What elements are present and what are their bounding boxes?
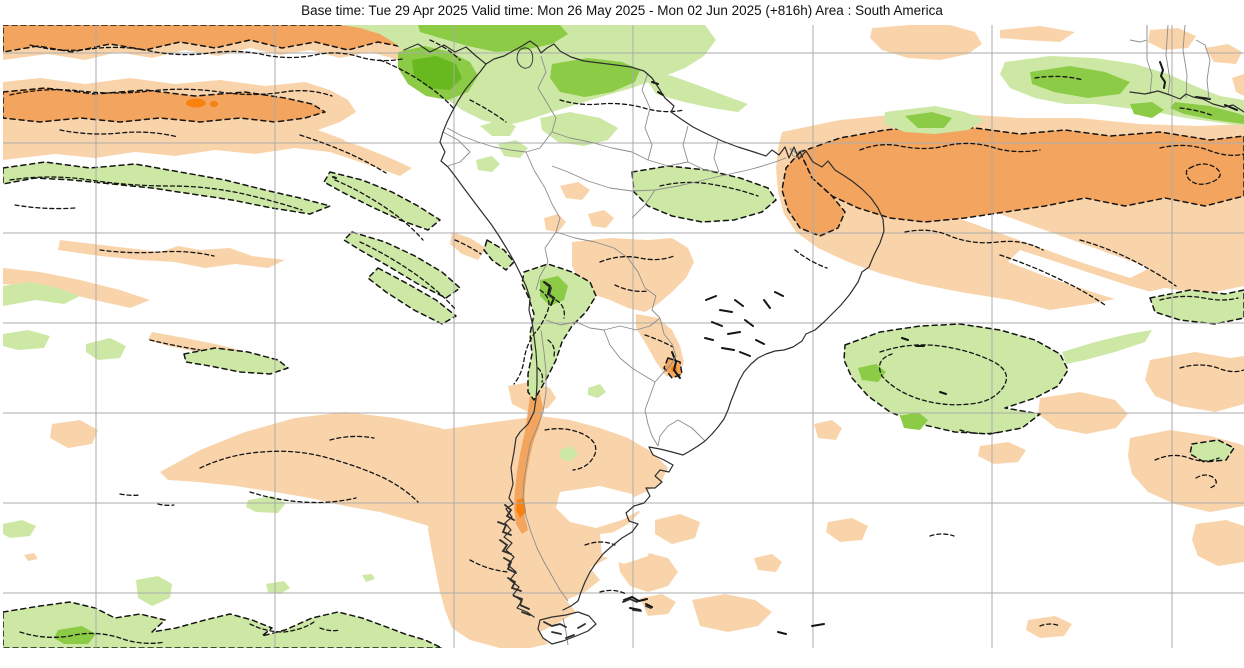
country-borders: [442, 25, 1211, 646]
coastline: [403, 40, 1244, 645]
shading-dark-green: [412, 56, 462, 90]
shading-medium-orange: [3, 25, 1244, 379]
shading-light-green-contoured: [3, 161, 1244, 648]
fjords-and-islands: [497, 283, 652, 639]
graticule: [3, 25, 1244, 648]
map-title: Base time: Tue 29 Apr 2025 Valid time: M…: [301, 3, 943, 18]
anomaly-contours: [9, 39, 1244, 644]
